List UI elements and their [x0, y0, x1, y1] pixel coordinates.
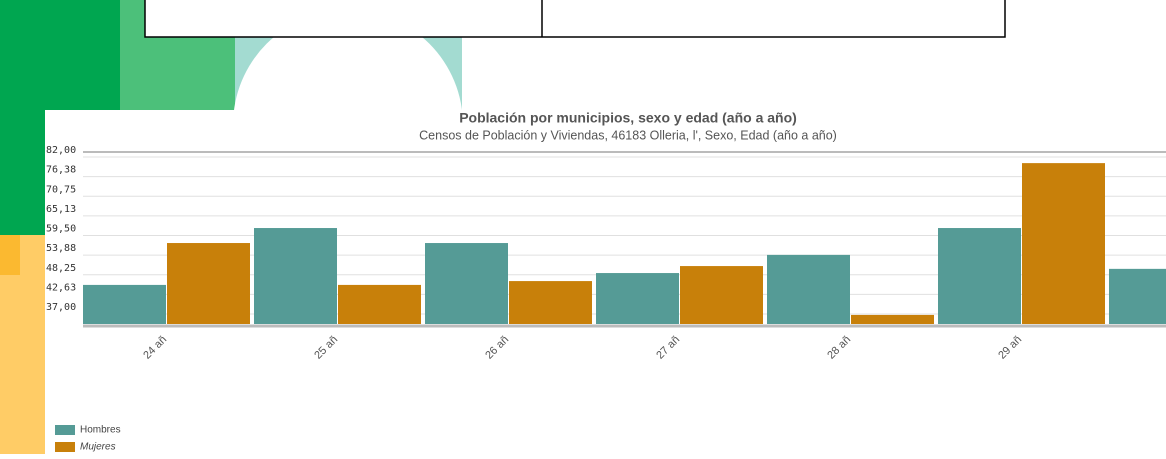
bar [338, 284, 421, 324]
bar [938, 228, 1021, 324]
chart-title: Población por municipios, sexo y edad (a… [459, 110, 797, 126]
bar [509, 281, 592, 324]
bar [83, 284, 166, 324]
legend-label: Hombres [80, 425, 121, 436]
bar [167, 243, 250, 324]
top-box [144, 0, 1006, 38]
y-tick-label: 76,38 [46, 165, 76, 176]
y-tick-label: 82,00 [46, 145, 76, 156]
bar [425, 243, 508, 324]
y-tick-label: 37,00 [46, 302, 76, 313]
legend-label: Mujeres [80, 442, 116, 453]
decor-orange [0, 235, 20, 275]
bar [851, 314, 934, 324]
legend-swatch [55, 442, 75, 452]
bar [596, 273, 679, 324]
chart-subtitle: Censos de Población y Viviendas, 46183 O… [419, 128, 837, 142]
y-tick-label: 48,25 [46, 263, 76, 274]
y-tick-label: 42,63 [46, 282, 76, 293]
bar [254, 228, 337, 324]
y-tick-label: 70,75 [46, 184, 76, 195]
bar [767, 254, 850, 324]
bar [1022, 163, 1105, 324]
y-tick-label: 53,88 [46, 243, 76, 254]
bar [680, 266, 763, 324]
legend-swatch [55, 425, 75, 435]
bar [1109, 268, 1166, 324]
y-tick-label: 59,50 [46, 224, 76, 235]
y-tick-label: 65,13 [46, 204, 76, 215]
